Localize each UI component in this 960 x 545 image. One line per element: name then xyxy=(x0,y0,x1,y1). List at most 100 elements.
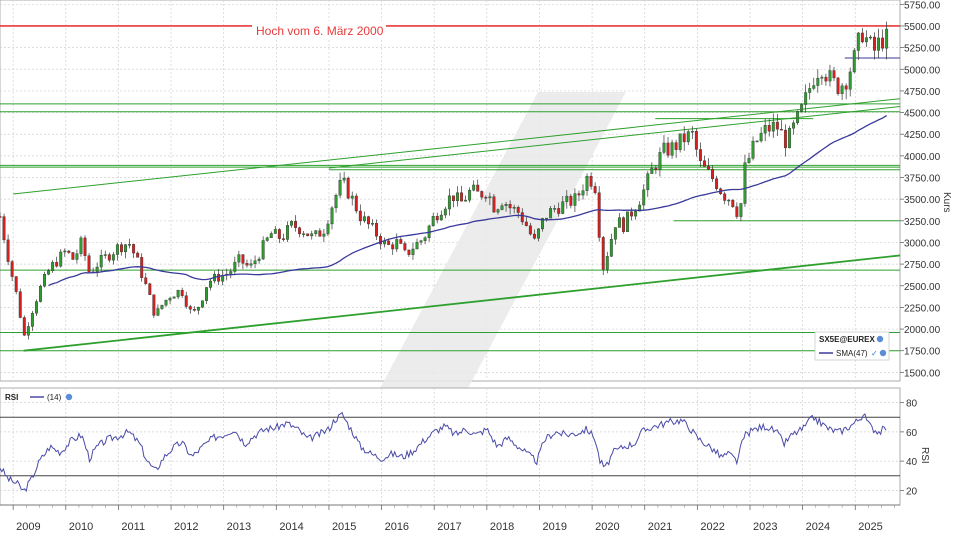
candle-down xyxy=(306,233,310,237)
candle-down xyxy=(731,199,735,207)
y-tick-label: 2500.00 xyxy=(904,282,941,293)
candle-up xyxy=(800,104,804,112)
candle-up xyxy=(253,260,257,265)
candle-down xyxy=(387,240,391,245)
candle-down xyxy=(318,230,322,237)
candle-down xyxy=(245,263,249,266)
candle-up xyxy=(273,229,277,234)
candle-down xyxy=(532,233,536,239)
candle-up xyxy=(512,207,516,209)
candle-up xyxy=(290,221,293,226)
candle-down xyxy=(192,309,196,311)
candle-down xyxy=(379,236,383,245)
candle-down xyxy=(358,210,362,222)
y-tick-label: 3750.00 xyxy=(904,174,941,185)
candle-up xyxy=(285,225,289,240)
candle-down xyxy=(241,254,245,264)
rsi-info-icon[interactable] xyxy=(65,393,73,401)
candle-up xyxy=(338,179,342,196)
x-tick-label: 2012 xyxy=(174,521,198,533)
y-tick-label: 4000.00 xyxy=(904,152,941,163)
x-tick-label: 2015 xyxy=(332,521,356,533)
candle-down xyxy=(524,221,528,226)
candle-up xyxy=(828,70,832,82)
candle-down xyxy=(593,186,597,193)
candle-up xyxy=(330,207,334,225)
candle-down xyxy=(601,237,605,270)
candle-up xyxy=(808,88,812,93)
trend-line xyxy=(23,254,901,352)
candle-up xyxy=(670,142,674,156)
sma-info-icon[interactable] xyxy=(879,349,887,357)
candle-up xyxy=(419,240,423,243)
price-axis-title: Kurs xyxy=(941,192,952,213)
candle-up xyxy=(103,254,107,256)
candle-up xyxy=(205,287,208,301)
candle-up xyxy=(816,77,820,86)
candle-up xyxy=(788,128,791,149)
candle-up xyxy=(565,195,569,202)
candle-down xyxy=(148,283,152,295)
candle-up xyxy=(362,216,366,222)
candle-up xyxy=(456,192,459,202)
x-tick-label: 2023 xyxy=(753,521,777,533)
candle-down xyxy=(654,167,658,170)
candle-down xyxy=(476,184,480,192)
candle-up xyxy=(261,240,265,260)
candle-up xyxy=(79,237,83,254)
candle-up xyxy=(128,244,132,246)
y-tick-label: 4250.00 xyxy=(904,130,941,141)
candle-down xyxy=(375,223,378,237)
candle-down xyxy=(107,254,111,261)
x-tick-label: 2013 xyxy=(227,521,251,533)
candle-up xyxy=(249,263,253,266)
candle-up xyxy=(792,122,795,129)
candle-down xyxy=(520,212,524,223)
candle-up xyxy=(585,175,589,191)
candle-up xyxy=(350,195,354,199)
info-icon[interactable] xyxy=(876,335,884,343)
candle-down xyxy=(71,252,75,260)
candle-down xyxy=(779,128,783,131)
candle-down xyxy=(87,255,91,272)
y-tick-label: 2250.00 xyxy=(904,303,941,314)
candle-up xyxy=(334,195,338,209)
candle-up xyxy=(200,300,204,308)
candle-down xyxy=(132,244,136,254)
candle-down xyxy=(298,227,302,235)
checkmark-icon[interactable]: ✓ xyxy=(871,349,878,358)
candle-up xyxy=(43,274,46,287)
candle-up xyxy=(642,189,646,206)
candle-up xyxy=(755,140,759,143)
candle-up xyxy=(812,85,816,89)
candle-up xyxy=(646,173,650,191)
candle-up xyxy=(613,227,617,240)
candle-down xyxy=(698,149,702,161)
trend-line xyxy=(328,106,901,169)
candle-up xyxy=(678,133,682,150)
candle-up xyxy=(840,85,844,94)
candle-up xyxy=(553,208,557,210)
candle-up xyxy=(541,218,544,230)
candle-up xyxy=(51,262,55,272)
candle-down xyxy=(767,125,771,132)
candle-up xyxy=(500,205,504,210)
candle-up xyxy=(472,184,476,191)
candle-up xyxy=(573,193,577,206)
rsi-tick-label: 20 xyxy=(906,486,918,497)
candle-up xyxy=(662,142,666,153)
candle-down xyxy=(294,221,298,228)
candle-down xyxy=(435,216,439,221)
candle-down xyxy=(0,216,2,218)
candle-up xyxy=(237,254,241,263)
x-tick-label: 2022 xyxy=(700,521,724,533)
rsi-tick-label: 80 xyxy=(906,399,918,410)
x-tick-label: 2011 xyxy=(121,521,145,533)
candle-down xyxy=(184,295,188,307)
rsi-axis-title: RSI xyxy=(919,447,930,464)
candle-up xyxy=(439,214,443,221)
candle-up xyxy=(549,208,553,219)
candle-up xyxy=(160,304,164,309)
candle-down xyxy=(55,262,59,267)
candle-up xyxy=(156,308,160,316)
